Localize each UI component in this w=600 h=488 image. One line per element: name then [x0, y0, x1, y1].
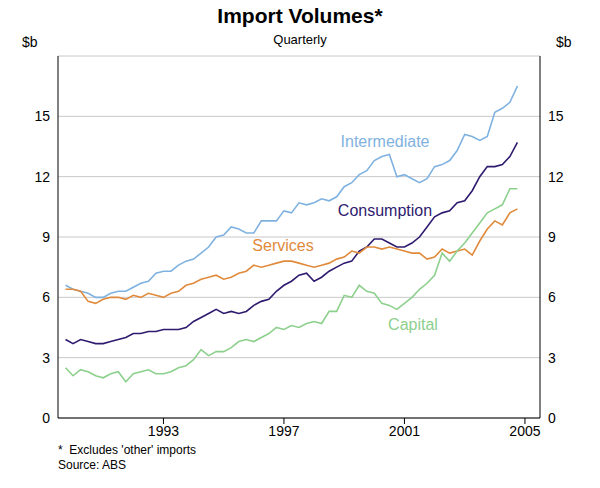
svg-text:1997: 1997 [268, 423, 299, 439]
svg-text:15: 15 [34, 108, 50, 124]
svg-text:9: 9 [548, 229, 556, 245]
html-text:Consumption: Consumption [337, 202, 433, 219]
svg-text:0: 0 [42, 410, 50, 426]
svg-text:12: 12 [548, 169, 564, 185]
svg-text:2001: 2001 [389, 423, 420, 439]
html-text:Source: ABS: Source: ABS [58, 458, 126, 472]
html-text:Intermediate: Intermediate [340, 133, 430, 150]
svg-text:3: 3 [42, 350, 50, 366]
svg-text:12: 12 [34, 169, 50, 185]
svg-text:3: 3 [548, 350, 556, 366]
svg-text:1993: 1993 [148, 423, 179, 439]
svg-text:6: 6 [548, 289, 556, 305]
svg-text:0: 0 [548, 410, 556, 426]
svg-text:9: 9 [42, 229, 50, 245]
html-text:* Excludes 'other' imports: * Excludes 'other' imports [58, 443, 196, 457]
svg-text:15: 15 [548, 108, 564, 124]
html-text:$b: $b [22, 34, 38, 50]
html-text:Capital: Capital [388, 316, 438, 333]
svg-text:6: 6 [42, 289, 50, 305]
svg-text:2005: 2005 [509, 423, 540, 439]
html-text:Import Volumes*: Import Volumes* [217, 4, 383, 27]
html-text:Services: Services [252, 237, 314, 254]
html-text:$b: $b [556, 34, 572, 50]
html-text:Quarterly: Quarterly [273, 32, 327, 47]
